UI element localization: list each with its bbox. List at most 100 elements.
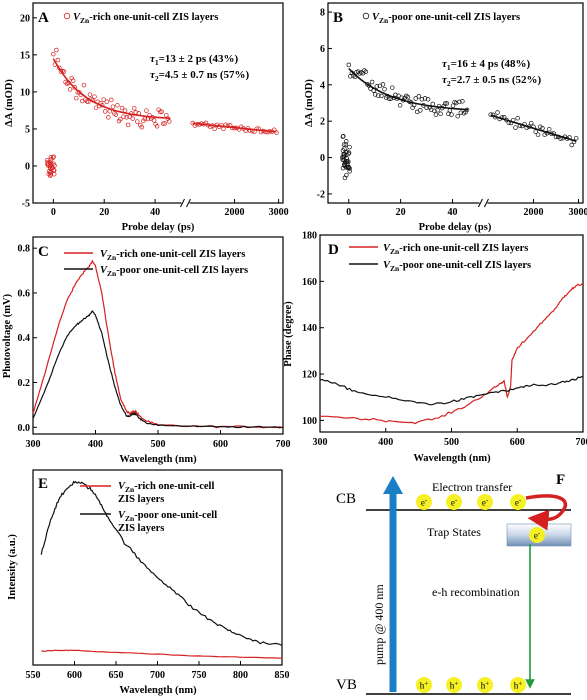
data-point	[533, 129, 538, 134]
electron-label: e-	[421, 497, 428, 508]
data-point	[47, 160, 53, 165]
data-point	[379, 93, 384, 99]
panel-c-plot	[32, 259, 284, 429]
data-point	[77, 90, 82, 95]
data-point	[433, 112, 439, 117]
x-tick-label: 40	[150, 207, 160, 218]
data-point	[432, 108, 437, 114]
data-point	[92, 94, 97, 99]
x-tick-label: 400	[88, 439, 103, 450]
hole	[446, 677, 462, 693]
x-tick-label: 600	[213, 439, 228, 450]
axis-break-mark	[478, 198, 483, 208]
data-point	[460, 99, 465, 104]
data-point	[52, 163, 57, 168]
y-tick-label: 0.6	[18, 288, 31, 299]
y-tick-label: 180	[302, 231, 317, 242]
panel-b-ylabel: ΔA (mOD)	[304, 79, 315, 127]
data-point	[347, 144, 352, 150]
y-tick-label: 160	[302, 277, 317, 288]
pump-label: pump @ 400 nm	[372, 584, 386, 665]
fit-line-early	[52, 58, 171, 120]
data-point	[87, 92, 93, 97]
data-point	[70, 78, 76, 83]
y-tick-label: 0.2	[18, 378, 31, 389]
data-point	[51, 154, 56, 159]
panel-d-chart: 300 400 500 600 700 100 120 140 160 180 D VZn-ric…	[283, 231, 587, 465]
data-point	[104, 99, 110, 105]
x-tick-label: 600	[67, 670, 82, 681]
data-point	[405, 94, 411, 100]
data-point	[495, 110, 500, 115]
data-point	[397, 103, 403, 108]
panel-e-legend-rich-line2: ZIS layers	[118, 494, 164, 505]
data-point	[47, 170, 53, 175]
x-tick-label: 400	[378, 437, 393, 448]
data-point	[416, 94, 422, 99]
data-point	[393, 92, 398, 98]
axis-break-mask	[479, 197, 488, 209]
panel-d-ticks: 300 400 500 600 700 100 120 140 160 180	[302, 231, 587, 449]
fit-line-early	[348, 67, 469, 111]
panel-f-diagram: F CB VB Electron transfer Trap States	[336, 472, 572, 695]
series-line-rich	[32, 259, 284, 429]
data-point	[48, 166, 53, 171]
y-tick-label: 4	[320, 80, 325, 91]
data-point	[348, 74, 353, 79]
panel-b-ticks: 0 20 40 2000 3000 -2 0 2 4 6 8	[317, 8, 587, 218]
data-point	[413, 96, 418, 101]
fit-line-late	[490, 114, 577, 142]
cb-label: CB	[336, 491, 356, 507]
data-point	[73, 95, 79, 101]
panel-b-legend-marker	[362, 12, 370, 20]
x-tick-label: 650	[109, 670, 124, 681]
x-tick-label: 0	[51, 207, 56, 218]
panel-c-ticks: 300 400 500 600 700 0.0 0.2 0.4 0.6 0.8	[18, 244, 291, 450]
data-point	[374, 84, 380, 89]
data-point	[535, 132, 541, 137]
panel-b-tau1: τ1=16 ± 4 ps (48%)	[442, 58, 531, 72]
panel-a-ylabel: ΔA (mOD)	[4, 79, 15, 127]
data-point	[151, 118, 157, 123]
electron	[477, 494, 493, 510]
vb-label: VB	[336, 677, 357, 693]
x-tick-label: 2000	[523, 207, 543, 218]
recombination-label: e-h recombination	[432, 585, 520, 599]
data-point	[51, 171, 57, 177]
data-point	[101, 97, 106, 102]
data-point	[442, 101, 448, 106]
x-tick-label: 300	[26, 439, 41, 450]
x-tick-label: 300	[313, 437, 328, 448]
data-point	[380, 82, 386, 87]
y-tick-label: 5	[25, 124, 30, 135]
data-point	[419, 97, 425, 102]
data-point	[345, 161, 350, 166]
trapped-electron-label: e-	[534, 530, 541, 541]
panel-e-plot	[40, 480, 283, 659]
data-point	[159, 109, 164, 114]
y-tick-label: 6	[320, 44, 325, 55]
data-point	[449, 112, 454, 117]
panel-d-letter: D	[328, 242, 339, 258]
x-tick-label: 3000	[269, 207, 289, 218]
panel-b-xlabel: Probe delay (ps)	[419, 222, 492, 233]
axis-break-mark	[186, 198, 191, 208]
panel-e-xlabel: Wavelength (nm)	[119, 685, 197, 696]
panel-c-legend-poor: VZn-poor one-unit-cell ZIS layers	[100, 265, 248, 278]
data-point	[55, 57, 61, 63]
hole-label: h+	[514, 680, 523, 691]
panel-d-legend-rich: VZn-rich one-unit-cell ZIS layers	[383, 243, 528, 256]
panel-b-chart: 0 20 40 2000 3000 -2 0 2 4 6 8 B VZn-poor one-unit…	[304, 2, 587, 233]
data-point	[106, 115, 111, 120]
data-point	[162, 121, 167, 126]
panel-e-ylabel: Intensity (a.u.)	[7, 534, 18, 600]
electron-transfer-label: Electron transfer	[432, 480, 512, 494]
data-point	[346, 62, 352, 68]
data-point	[51, 51, 56, 57]
data-point	[435, 107, 440, 113]
x-tick-label: 20	[396, 207, 406, 218]
data-point	[344, 149, 350, 155]
panel-e-chart: 550 600 650 700 750 800 850 E VZn-rich one-uni…	[7, 469, 290, 696]
panel-e-letter: E	[38, 476, 48, 492]
data-point	[54, 47, 59, 53]
